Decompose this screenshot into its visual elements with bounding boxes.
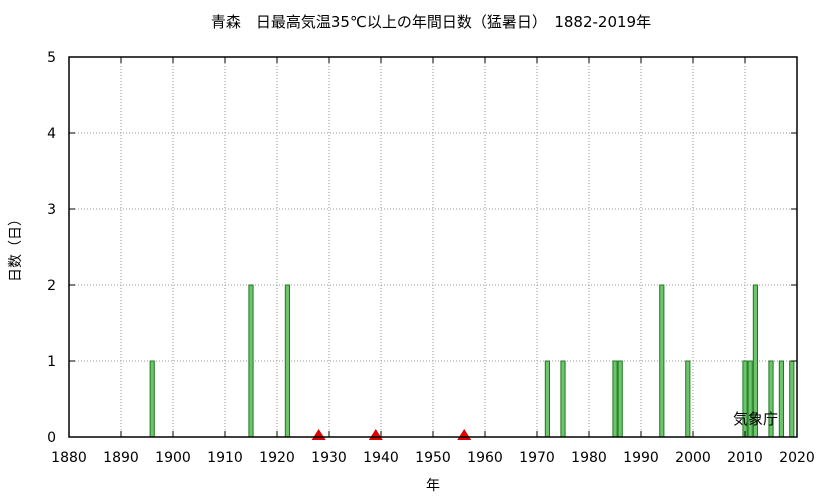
x-tick-label: 1930	[311, 450, 347, 466]
bar	[544, 360, 550, 438]
y-tick-label: 4	[47, 126, 56, 142]
x-tick-label: 1920	[259, 450, 295, 466]
x-axis: 1880 1890 1900 1910 1920 1930 1940 1950 1960 1970…	[51, 57, 815, 466]
bar	[617, 360, 623, 438]
x-tick-label: 2020	[779, 450, 815, 466]
x-tick-label: 1970	[519, 450, 555, 466]
x-tick-label: 1880	[51, 450, 87, 466]
y-tick-label: 1	[47, 354, 56, 370]
bar	[789, 360, 795, 438]
x-tick-label: 2000	[675, 450, 711, 466]
bar	[560, 360, 566, 438]
bar	[248, 284, 254, 438]
bar	[612, 360, 618, 438]
x-tick-label: 1940	[363, 450, 399, 466]
x-tick-label: 1990	[623, 450, 659, 466]
bar	[685, 360, 691, 438]
y-tick-label: 0	[47, 430, 56, 446]
y-tick-label: 5	[47, 50, 56, 66]
x-tick-label: 1890	[103, 450, 139, 466]
x-tick-label: 1910	[207, 450, 243, 466]
x-tick-label: 1900	[155, 450, 191, 466]
marker-triangle	[311, 429, 326, 440]
source-label: 気象庁	[733, 410, 778, 428]
x-tick-label: 1960	[467, 450, 503, 466]
marker-triangle	[457, 429, 472, 440]
y-axis-label: 日数（日）	[8, 212, 24, 282]
markers	[311, 429, 472, 440]
bar	[149, 360, 155, 438]
x-tick-label: 1950	[415, 450, 451, 466]
y-axis: 0 1 2 3 4 5	[47, 50, 797, 446]
bar	[778, 360, 784, 438]
y-tick-label: 2	[47, 278, 56, 294]
grid	[69, 57, 797, 437]
bar	[284, 284, 290, 438]
x-axis-label: 年	[426, 478, 440, 494]
y-tick-label: 3	[47, 202, 56, 218]
chart-title: 青森 日最高気温35℃以上の年間日数（猛暑日） 1882-2019年	[211, 13, 651, 31]
x-tick-label: 2010	[727, 450, 763, 466]
bar	[659, 284, 665, 438]
x-tick-label: 1980	[571, 450, 607, 466]
